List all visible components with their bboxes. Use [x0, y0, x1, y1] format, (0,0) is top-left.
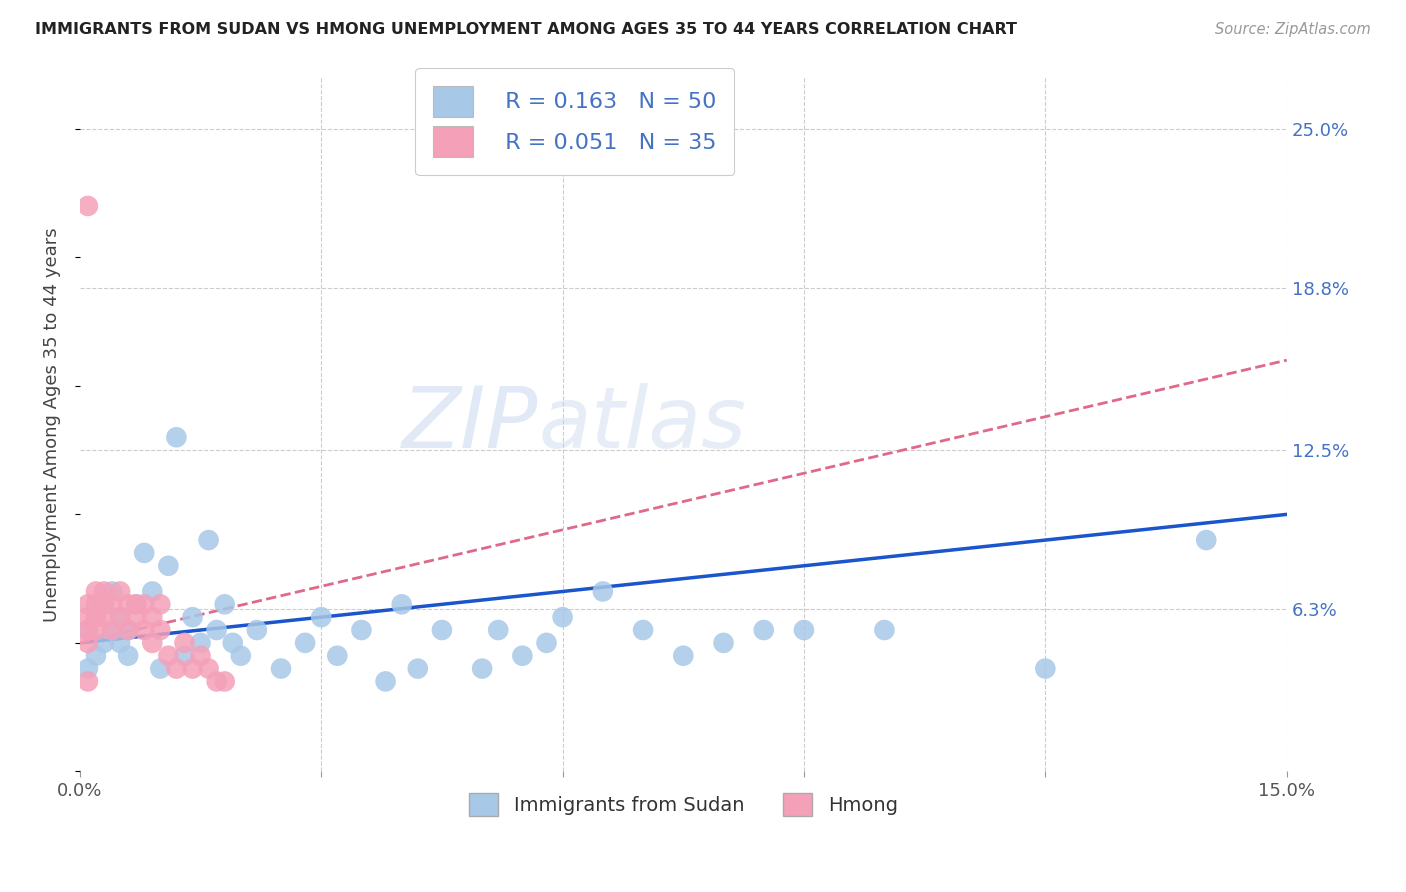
Point	[84, 648, 107, 663]
Point	[93, 597, 115, 611]
Point	[108, 610, 131, 624]
Point	[149, 597, 172, 611]
Point	[430, 623, 453, 637]
Point	[93, 610, 115, 624]
Point	[101, 623, 124, 637]
Point	[793, 623, 815, 637]
Point	[134, 623, 156, 637]
Text: IMMIGRANTS FROM SUDAN VS HMONG UNEMPLOYMENT AMONG AGES 35 TO 44 YEARS CORRELATIO: IMMIGRANTS FROM SUDAN VS HMONG UNEMPLOYM…	[35, 22, 1017, 37]
Point	[125, 597, 148, 611]
Point	[108, 584, 131, 599]
Point	[93, 636, 115, 650]
Point	[157, 558, 180, 573]
Text: Source: ZipAtlas.com: Source: ZipAtlas.com	[1215, 22, 1371, 37]
Point	[117, 623, 139, 637]
Point	[374, 674, 396, 689]
Point	[326, 648, 349, 663]
Point	[141, 636, 163, 650]
Point	[134, 597, 156, 611]
Point	[125, 597, 148, 611]
Point	[93, 597, 115, 611]
Point	[229, 648, 252, 663]
Point	[101, 584, 124, 599]
Point	[214, 674, 236, 689]
Point	[1033, 662, 1056, 676]
Point	[165, 430, 187, 444]
Point	[173, 636, 195, 650]
Point	[101, 623, 124, 637]
Point	[205, 623, 228, 637]
Point	[512, 648, 534, 663]
Point	[222, 636, 245, 650]
Point	[84, 610, 107, 624]
Point	[713, 636, 735, 650]
Point	[157, 648, 180, 663]
Point	[873, 623, 896, 637]
Point	[190, 648, 212, 663]
Point	[270, 662, 292, 676]
Point	[77, 674, 100, 689]
Point	[77, 199, 100, 213]
Point	[391, 597, 413, 611]
Point	[165, 662, 187, 676]
Point	[134, 546, 156, 560]
Point	[350, 623, 373, 637]
Point	[77, 623, 100, 637]
Point	[214, 597, 236, 611]
Point	[77, 597, 100, 611]
Point	[190, 636, 212, 650]
Text: atlas: atlas	[538, 383, 747, 466]
Point	[117, 623, 139, 637]
Point	[197, 533, 219, 547]
Point	[141, 584, 163, 599]
Point	[108, 610, 131, 624]
Point	[536, 636, 558, 650]
Point	[108, 636, 131, 650]
Point	[309, 610, 332, 624]
Point	[101, 597, 124, 611]
Point	[672, 648, 695, 663]
Point	[84, 597, 107, 611]
Text: ZIP: ZIP	[402, 383, 538, 466]
Y-axis label: Unemployment Among Ages 35 to 44 years: Unemployment Among Ages 35 to 44 years	[44, 227, 60, 622]
Point	[149, 662, 172, 676]
Point	[471, 662, 494, 676]
Point	[117, 648, 139, 663]
Point	[294, 636, 316, 650]
Point	[84, 623, 107, 637]
Point	[84, 610, 107, 624]
Point	[181, 610, 204, 624]
Point	[77, 610, 100, 624]
Point	[486, 623, 509, 637]
Point	[752, 623, 775, 637]
Point	[592, 584, 614, 599]
Point	[631, 623, 654, 637]
Point	[246, 623, 269, 637]
Point	[77, 623, 100, 637]
Point	[93, 584, 115, 599]
Point	[551, 610, 574, 624]
Point	[77, 636, 100, 650]
Point	[84, 584, 107, 599]
Point	[173, 648, 195, 663]
Point	[181, 662, 204, 676]
Point	[197, 662, 219, 676]
Point	[117, 597, 139, 611]
Legend: Immigrants from Sudan, Hmong: Immigrants from Sudan, Hmong	[461, 785, 905, 824]
Point	[1195, 533, 1218, 547]
Point	[125, 610, 148, 624]
Point	[205, 674, 228, 689]
Point	[77, 662, 100, 676]
Point	[141, 610, 163, 624]
Point	[149, 623, 172, 637]
Point	[406, 662, 429, 676]
